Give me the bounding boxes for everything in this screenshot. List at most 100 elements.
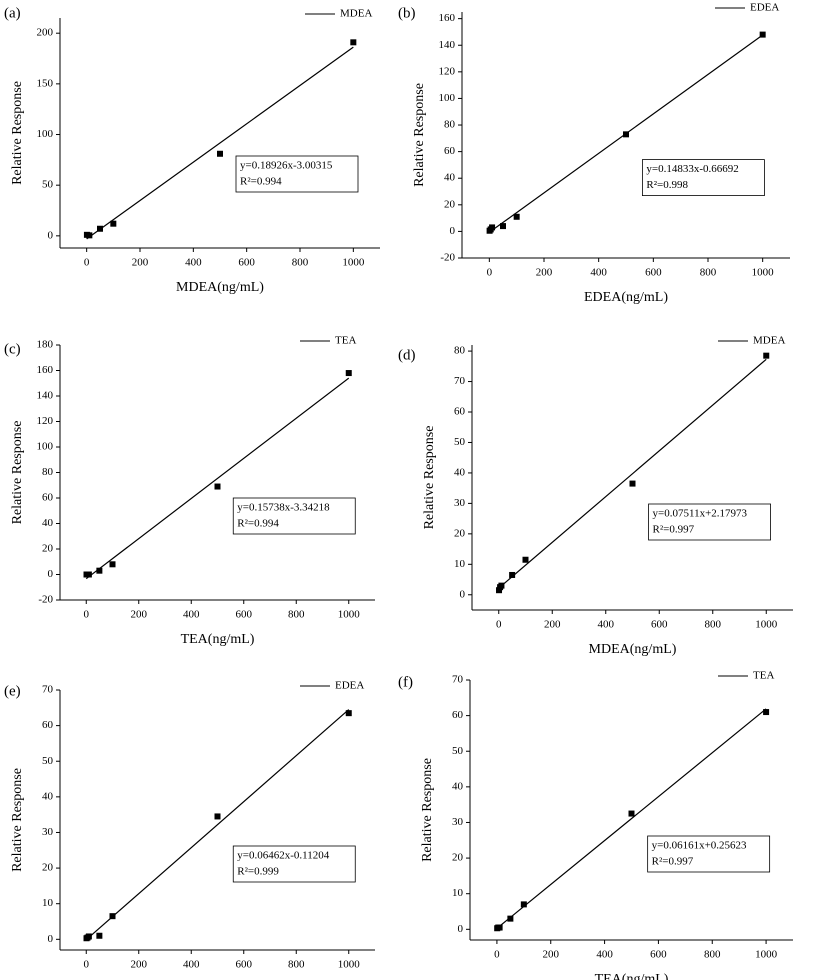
data-point: [345, 710, 352, 717]
y-tick-label: -20: [440, 252, 455, 264]
x-tick-label: 400: [598, 619, 615, 631]
y-tick-label: 140: [37, 390, 54, 402]
data-point: [500, 223, 506, 230]
r-squared: R²=0.997: [653, 524, 695, 536]
y-tick-label: 20: [452, 852, 464, 864]
equation-box: [648, 503, 771, 541]
x-tick-label: 800: [704, 949, 721, 961]
fit-line: [498, 358, 767, 589]
x-tick-label: 600: [650, 949, 667, 961]
y-tick-label: 30: [452, 816, 464, 828]
y-tick-label: 30: [42, 826, 54, 838]
y-tick-label: 200: [37, 27, 54, 39]
y-tick-label: 70: [42, 684, 54, 696]
data-point: [522, 556, 529, 563]
fit-line: [496, 708, 767, 929]
panel-label: (f): [398, 674, 413, 690]
y-tick-label: 40: [454, 466, 466, 478]
x-tick-label: 400: [183, 609, 200, 621]
y-tick-label: 40: [42, 790, 54, 802]
y-tick-label: 10: [452, 887, 464, 899]
x-tick-label: 800: [705, 619, 722, 631]
data-point: [520, 901, 527, 908]
x-tick-label: 1000: [342, 257, 365, 269]
x-tick-label: 200: [131, 959, 148, 971]
y-tick-label: 150: [37, 77, 54, 89]
data-point: [759, 31, 766, 38]
data-point: [498, 582, 505, 589]
data-point: [214, 483, 221, 490]
x-tick-label: 600: [651, 619, 668, 631]
x-tick-label: 800: [288, 959, 305, 971]
x-tick-label: 0: [84, 959, 90, 971]
y-tick-label: 10: [42, 897, 54, 909]
x-tick-label: 200: [543, 949, 560, 961]
data-point: [110, 220, 117, 227]
panel-label: (d): [398, 347, 416, 363]
legend-label: EDEA: [335, 680, 364, 692]
r-squared: R²=0.999: [237, 866, 279, 878]
y-tick-label: 20: [454, 527, 466, 539]
r-squared: R²=0.994: [237, 518, 279, 530]
equation-box: [235, 155, 359, 193]
y-tick-label: 160: [37, 364, 54, 376]
y-tick-label: 60: [42, 492, 54, 504]
equation-box: [232, 497, 356, 535]
data-point: [496, 924, 503, 931]
y-tick-label: 180: [37, 339, 54, 351]
x-axis-label: TEA(ng/mL): [595, 972, 669, 980]
x-tick-label: 400: [183, 959, 200, 971]
y-tick-label: 60: [452, 709, 464, 721]
x-tick-label: 1000: [755, 949, 778, 961]
r-squared: R²=0.994: [240, 176, 282, 188]
data-point: [109, 913, 116, 920]
y-tick-label: 100: [37, 441, 54, 453]
y-tick-label: 80: [42, 466, 54, 478]
x-tick-label: 400: [590, 267, 607, 279]
x-tick-label: 200: [544, 619, 561, 631]
y-tick-label: 60: [42, 719, 54, 731]
y-tick-label: 160: [439, 12, 456, 24]
x-axis-label: MDEA(ng/mL): [589, 642, 677, 657]
y-tick-label: 20: [42, 543, 54, 555]
data-point: [628, 810, 635, 817]
y-tick-label: 10: [454, 558, 466, 570]
y-tick-label: 140: [439, 39, 456, 51]
y-tick-label: 60: [444, 145, 456, 157]
x-axis-label: EDEA(ng/mL): [584, 290, 668, 305]
data-point: [85, 571, 92, 578]
x-tick-label: 200: [536, 267, 553, 279]
x-tick-label: 600: [238, 257, 255, 269]
x-tick-label: 600: [645, 267, 662, 279]
data-point: [629, 480, 636, 487]
data-point: [345, 370, 352, 377]
y-tick-label: 70: [452, 674, 464, 686]
r-squared: R²=0.998: [646, 179, 688, 191]
equation: y=0.06161x+0.25623: [652, 840, 747, 852]
data-point: [507, 915, 514, 922]
fit-line: [86, 46, 354, 240]
equation-box: [232, 845, 356, 883]
y-tick-label: 0: [48, 229, 54, 241]
data-point: [509, 571, 516, 578]
y-axis-label: Relative Response: [10, 768, 25, 872]
data-point: [97, 225, 103, 232]
legend-label: TEA: [753, 670, 774, 682]
x-tick-label: 1000: [752, 267, 775, 279]
y-tick-label: 40: [444, 172, 456, 184]
x-tick-label: 200: [131, 609, 148, 621]
legend-label: MDEA: [753, 335, 785, 347]
y-tick-label: 0: [48, 933, 54, 945]
data-point: [214, 813, 221, 820]
data-point: [86, 232, 93, 239]
panel-label: (e): [4, 683, 21, 699]
x-tick-label: 800: [292, 257, 309, 269]
data-point: [217, 150, 223, 157]
y-axis-label: Relative Response: [10, 81, 25, 185]
data-point: [496, 587, 503, 594]
data-point: [513, 213, 520, 220]
data-point: [109, 561, 116, 568]
y-tick-label: 0: [458, 923, 464, 935]
fit-line: [85, 709, 350, 941]
